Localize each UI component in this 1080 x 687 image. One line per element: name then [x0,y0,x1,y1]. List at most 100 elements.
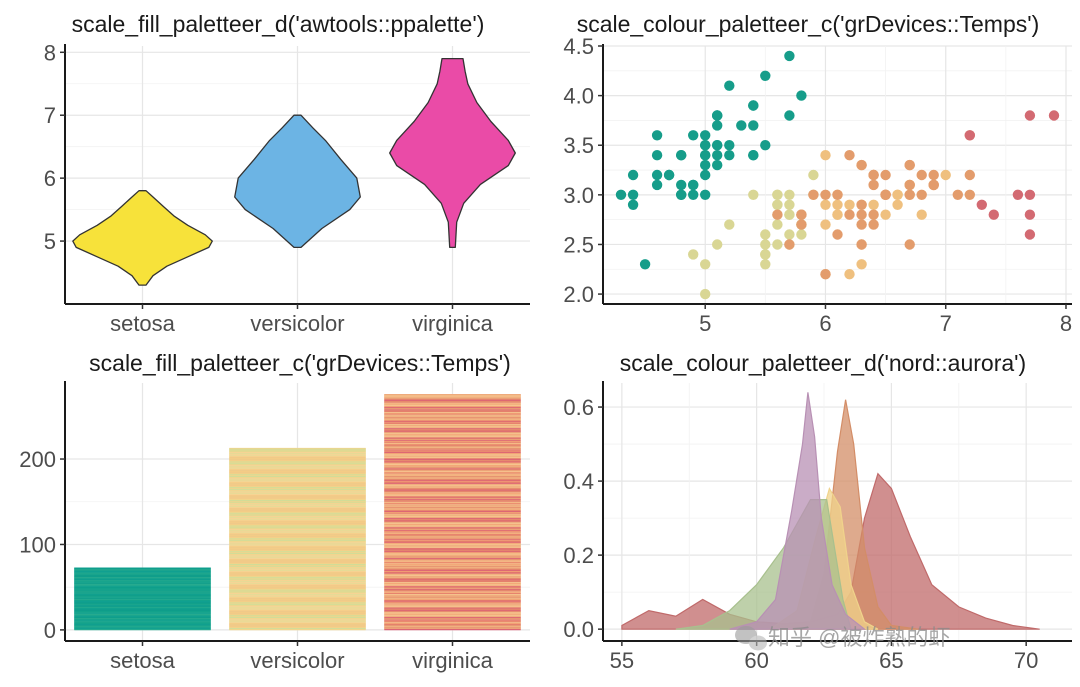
bar-stripe [229,536,366,538]
scatter-point [627,189,639,200]
bar-stripe [384,618,521,620]
bar-stripe [384,469,521,471]
bar-stripe [384,473,521,475]
bar-stripe [384,582,521,585]
scatter-point [760,259,771,270]
bar-stripe [384,610,521,612]
bar-stripe [384,462,521,464]
bar-stripe [229,450,366,452]
bar-stripe [74,584,211,586]
bar-stripe [74,577,211,579]
bar-stripe [384,621,521,623]
bar-stripe [229,629,366,631]
bar-stripe [384,476,521,479]
bar-stripe [384,599,521,602]
x-tick-label: 5 [699,311,711,336]
bar-stripe [384,603,521,605]
bar-stripe [229,540,366,542]
bar-stripe [384,409,521,411]
bar-stripe [384,629,521,631]
bar-stripe [74,597,211,599]
panel-4: scale_colour_paletteer_d('nord::aurora')… [563,350,1072,673]
scatter-point [724,80,735,91]
bar-stripe [74,592,211,594]
bar-stripe [229,579,366,581]
scatter-point [676,179,687,191]
bar-stripe [384,438,521,440]
bar-stripe [229,489,366,491]
scatter-point [784,209,795,220]
bar-stripe [229,516,366,518]
bar-stripe [229,492,366,494]
violin-setosa [72,190,213,286]
scatter-point [868,199,879,210]
bar-stripe [229,520,366,522]
bar-stripe [384,624,521,626]
bar-stripe [384,508,521,510]
bar-stripe [384,573,521,575]
bar-stripe [384,432,521,434]
bar-stripe [229,605,366,608]
bar-stripe [384,459,521,462]
bar-stripe [384,544,521,546]
bar-stripe [229,575,366,577]
scatter-point [760,229,771,240]
panel-title: scale_fill_paletteer_c('grDevices::Temps… [89,350,511,376]
bar-stripe [74,623,211,625]
bar-stripe [384,553,521,555]
bar-stripe [74,576,211,579]
bar-stripe [229,569,366,571]
scatter-point [700,169,711,181]
bar-stripe [229,493,366,495]
bar-stripe [384,437,521,439]
bar-stripe [384,600,521,603]
bar-stripe [384,598,521,600]
bar-stripe [229,470,366,472]
bar-stripe [229,526,366,528]
bar-stripe [229,505,366,507]
scatter-point [712,239,723,250]
bar-stripe [229,484,366,486]
bar-stripe [229,551,366,553]
x-tick-label: versicolor [250,648,344,673]
bar-stripe [74,626,211,628]
bar-stripe [229,507,366,509]
bar-stripe [229,449,366,451]
bar-stripe [384,460,521,462]
bar-stripe [384,434,521,436]
bar-stripe [229,510,366,512]
bar-stripe [229,558,366,561]
y-tick-label: 0.6 [563,395,594,420]
bar-stripe [384,435,521,438]
bar-stripe [229,594,366,596]
x-tick-label: virginica [412,311,493,336]
scatter-point [844,150,855,161]
bar-stripe [229,606,366,609]
bar-stripe [384,585,521,587]
bar-stripe [229,605,366,607]
scatter-point [844,269,855,280]
bar-stripe [384,581,521,583]
bar-stripe [229,625,366,627]
bar-stripe [384,574,521,576]
bar-stripe [229,503,366,505]
bar-stripe [229,564,366,566]
bar-stripe [229,463,366,465]
bar-stripe [384,441,521,444]
scatter-point [868,209,879,220]
bar-stripe [384,450,521,452]
bar-stripe [384,478,521,480]
bar-stripe [229,455,366,457]
bar-stripe [384,474,521,476]
scatter-point [940,169,951,181]
bar-stripe [229,523,366,526]
bar-stripe [384,470,521,472]
bar-stripe [384,472,521,474]
bar-stripe [229,494,366,497]
bar-stripe [384,425,521,427]
bar-stripe [229,613,366,615]
bar-stripe [74,582,211,585]
bar-stripe [229,553,366,556]
bar-stripe [384,525,521,527]
scatter-point [712,150,723,161]
